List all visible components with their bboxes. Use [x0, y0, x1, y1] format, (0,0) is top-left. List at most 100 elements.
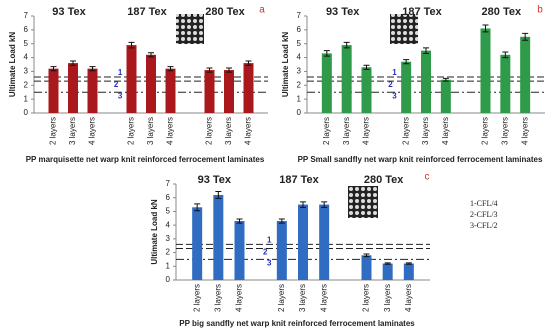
bar [382, 263, 393, 280]
x-tick-label: 2 layers [127, 117, 136, 145]
x-tick-label: 4 layers [88, 117, 97, 145]
error-bar [482, 24, 489, 33]
caption: PP marquisette net warp knit reinforced … [26, 155, 265, 164]
y-axis-label: Ultimate Load kN [150, 199, 159, 265]
error-bar [167, 66, 174, 72]
y-tick-label: 6 [297, 25, 302, 34]
y-tick-label: 2 [24, 80, 29, 89]
error-bar [148, 52, 154, 58]
reference-label: 3 [118, 91, 123, 100]
bar [341, 45, 352, 113]
panel-letter: c [425, 172, 430, 183]
bar [440, 79, 451, 113]
bar [234, 221, 245, 280]
error-bar [50, 66, 57, 72]
error-bar [194, 203, 201, 212]
x-tick-label: 2 layers [322, 117, 331, 145]
y-tick-label: 4 [297, 53, 302, 62]
bar [192, 207, 203, 280]
x-tick-label: 4 layers [404, 284, 413, 312]
error-bar [89, 66, 96, 72]
reference-label: 1 [118, 68, 123, 77]
group-label: 280 Tex [364, 174, 404, 186]
error-bar [343, 41, 350, 49]
bar [204, 70, 215, 113]
y-tick-label: 3 [166, 234, 171, 243]
bar [321, 53, 332, 113]
error-bar [245, 60, 252, 66]
group-label: 187 Tex [127, 6, 167, 18]
bar [276, 221, 287, 280]
note: 3-CFL/2 [470, 221, 498, 230]
y-tick-label: 1 [24, 94, 29, 103]
bar [500, 54, 511, 113]
bar [361, 67, 372, 113]
x-tick-label: 3 layers [383, 284, 392, 312]
x-tick-label: 2 layers [481, 117, 490, 145]
bar [319, 204, 330, 280]
x-tick-label: 2 layers [362, 284, 371, 312]
y-tick-label: 3 [24, 67, 29, 76]
bar [146, 54, 156, 113]
error-bar [502, 51, 509, 59]
bar [480, 28, 491, 113]
y-tick-label: 0 [24, 108, 29, 117]
error-bar [363, 64, 370, 70]
y-tick-label: 0 [166, 275, 171, 284]
error-bar [384, 262, 391, 265]
bar [243, 63, 254, 113]
bar [68, 63, 78, 113]
x-tick-label: 4 layers [235, 284, 244, 312]
error-bar [363, 253, 370, 258]
fabric-image [390, 14, 418, 44]
x-tick-label: 3 layers [146, 117, 155, 145]
group-label: 93 Tex [198, 174, 232, 186]
y-tick-label: 6 [166, 193, 171, 202]
error-bar [226, 67, 232, 73]
error-bar [321, 201, 328, 208]
x-tick-label: 3 layers [342, 117, 351, 145]
note: 2-CFL/3 [470, 210, 498, 219]
y-tick-label: 6 [24, 25, 29, 34]
y-tick-label: 3 [297, 67, 302, 76]
error-bar [206, 67, 213, 73]
x-tick-label: 4 layers [520, 117, 529, 145]
bar [87, 68, 98, 113]
reference-label: 3 [392, 91, 397, 100]
y-tick-label: 5 [297, 39, 302, 48]
y-tick-label: 7 [166, 179, 171, 188]
y-tick-label: 2 [297, 80, 302, 89]
bar [361, 255, 372, 280]
x-tick-label: 3 layers [500, 117, 509, 145]
bar [126, 45, 137, 113]
bar [298, 204, 308, 280]
note: 1-CFL/4 [470, 199, 498, 208]
error-bar [405, 262, 412, 265]
x-tick-label: 4 layers [441, 117, 450, 145]
reference-label: 1 [392, 68, 397, 77]
error-bar [70, 60, 76, 66]
y-tick-label: 1 [297, 94, 302, 103]
group-label: 187 Tex [402, 6, 442, 18]
error-bar [128, 41, 135, 49]
error-bar [300, 201, 306, 208]
reference-label: 2 [114, 80, 119, 89]
bar [403, 263, 414, 280]
group-label: 280 Tex [482, 6, 522, 18]
reference-label: 1 [267, 235, 272, 244]
error-bar [403, 59, 410, 65]
bar [224, 70, 234, 113]
y-tick-label: 7 [24, 11, 29, 20]
y-tick-label: 5 [166, 207, 171, 216]
x-tick-label: 3 layers [224, 117, 233, 145]
bar [520, 36, 531, 113]
y-tick-label: 1 [166, 261, 171, 270]
bar [421, 50, 431, 113]
error-bar [215, 191, 222, 199]
y-tick-label: 4 [166, 220, 171, 229]
x-tick-label: 2 layers [205, 117, 214, 145]
x-tick-label: 2 layers [401, 117, 410, 145]
x-tick-label: 4 layers [362, 117, 371, 145]
fabric-image [176, 14, 204, 44]
